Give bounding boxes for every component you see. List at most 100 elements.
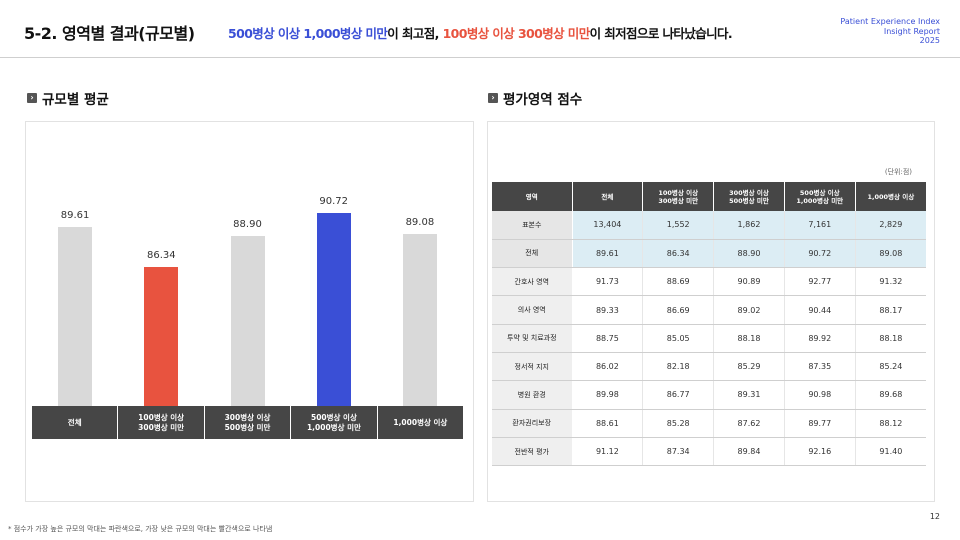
- table-cell: 92.16: [784, 437, 856, 467]
- bar-value-label: 88.90: [233, 218, 262, 230]
- table-row: 전반적 평가 91.12 87.34 89.84 92.16 91.40: [492, 437, 926, 467]
- table-cell: 7,161: [784, 211, 856, 240]
- row-label: 투약 및 치료과정: [492, 324, 573, 353]
- subtitle-part: 이 최저점으로 나타났습니다.: [589, 26, 733, 41]
- table-cell: 89.77: [784, 409, 856, 438]
- table-cell: 89.02: [713, 295, 785, 325]
- subtitle-part: 500병상 이상 1,000병상 미만: [228, 26, 388, 41]
- table-cell: 90.98: [784, 380, 856, 410]
- table-cell: 89.68: [855, 380, 926, 410]
- category-label: 1,000병상 이상: [393, 417, 448, 427]
- row-label: 간호사 영역: [492, 267, 573, 297]
- table-cell: 91.32: [855, 267, 926, 297]
- category-label: 500병상 이상 1,000병상 미만: [291, 406, 378, 439]
- subtitle-part: 이 최고점,: [387, 26, 443, 41]
- table-cell: 88.18: [713, 324, 785, 353]
- table-header-cell: 전체: [572, 182, 644, 211]
- row-label: 병원 환경: [492, 380, 573, 410]
- table-cell: 88.69: [642, 267, 715, 297]
- table-cell: 89.31: [713, 380, 785, 410]
- table-header-cell: 100병상 이상 300병상 미만: [642, 182, 715, 211]
- footnote: * 점수가 가장 높은 규모의 막대는 파란색으로, 가장 낮은 규모의 막대는…: [8, 525, 273, 533]
- bar: [144, 267, 179, 406]
- arrow-right-icon: ›: [488, 93, 498, 103]
- category-label: 300병상 이상 500병상 미만: [205, 406, 292, 439]
- table-cell: 13,404: [572, 211, 644, 240]
- table-cell: 85.05: [642, 324, 715, 353]
- bar-value-label: 86.34: [146, 250, 176, 262]
- table-cell: 82.18: [642, 352, 715, 382]
- table-cell: 89.84: [713, 437, 785, 467]
- bar: [230, 235, 265, 406]
- category-label: 100병상 이상 300병상 미만: [118, 406, 205, 439]
- table-row: 환자권리보장 88.61 85.28 87.62 89.77 88.12: [492, 409, 926, 438]
- table-cell: 1,552: [642, 211, 715, 240]
- page-subtitle: 500병상 이상 1,000병상 미만이 최고점, 100병상 이상 300병상…: [228, 23, 733, 42]
- bar-value-label: 89.61: [60, 210, 90, 222]
- row-label: 표본수: [492, 211, 573, 240]
- arrow-right-icon: ›: [27, 93, 37, 103]
- table-cell: 91.73: [572, 267, 644, 297]
- table-cell: 87.62: [713, 409, 785, 438]
- table-row: 전체 89.61 86.34 88.90 90.72 89.08: [492, 239, 926, 269]
- table-cell: 87.35: [784, 352, 856, 382]
- bar-value-label: 90.72: [319, 196, 348, 208]
- table-cell: 88.90: [713, 239, 785, 269]
- bar: [58, 227, 93, 406]
- table-cell: 89.98: [572, 380, 644, 410]
- table-row: 의사 영역 89.33 86.69 89.02 90.44 88.17: [492, 295, 926, 325]
- table-cell: 85.24: [855, 352, 926, 382]
- table-body: 표본수 13,404 1,552 1,862 7,161 2,829 전체 89.61 86.3…: [492, 211, 926, 467]
- brand-line: 2025: [919, 36, 940, 45]
- left-section-label: 규모별 평균: [42, 92, 109, 108]
- table-cell: 90.72: [784, 239, 856, 269]
- category-label: 전체: [32, 406, 119, 439]
- table-row: 투약 및 치료과정 88.75 85.05 88.18 89.92 88.18: [492, 324, 926, 353]
- table-header-cell: 1,000병상 이상: [855, 182, 926, 211]
- bar: [402, 233, 437, 406]
- table-cell: 89.92: [784, 324, 856, 353]
- row-label: 의사 영역: [492, 295, 573, 325]
- bar-chart-panel: 전체 100병상 이상 300병상 미만 300병상 이상 500병상 미만 500병…: [25, 121, 474, 502]
- subtitle-part: 100병상 이상 300병상 미만: [442, 26, 591, 41]
- right-section-title: › 평가영역 점수: [488, 88, 582, 108]
- table-cell: 88.18: [855, 324, 926, 353]
- table-cell: 85.28: [642, 409, 715, 438]
- table-cell: 91.40: [855, 437, 926, 467]
- table-row: 병원 환경 89.98 86.77 89.31 90.98 89.68: [492, 380, 926, 410]
- table-header-row: 영역 전체 100병상 이상 300병상 미만 300병상 이상 500병상 미만 50…: [492, 182, 926, 211]
- table-cell: 85.29: [713, 352, 785, 382]
- table-cell: 89.08: [855, 239, 926, 269]
- page-title: 5-2. 영역별 결과(규모별): [24, 24, 195, 43]
- unit-label: (단위:점): [884, 168, 912, 176]
- score-table: 영역 전체 100병상 이상 300병상 미만 300병상 이상 500병상 미만 50…: [492, 182, 926, 467]
- row-label: 전체: [492, 239, 573, 269]
- table-cell: 86.34: [642, 239, 715, 269]
- report-brand: Patient Experience Index Insight Report …: [840, 17, 940, 46]
- brand-line: Insight Report: [883, 26, 940, 36]
- table-cell: 86.69: [642, 295, 715, 325]
- page-header: 5-2. 영역별 결과(규모별) 500병상 이상 1,000병상 미만이 최고…: [0, 0, 960, 58]
- table-cell: 87.34: [642, 437, 715, 467]
- table-cell: 86.77: [642, 380, 715, 410]
- bar-value-label: 89.08: [405, 216, 435, 228]
- table-header-cell: 영역: [492, 182, 573, 211]
- table-cell: 89.61: [572, 239, 644, 269]
- row-label: 전반적 평가: [492, 437, 573, 467]
- table-cell: 88.75: [572, 324, 644, 353]
- table-row: 표본수 13,404 1,552 1,862 7,161 2,829: [492, 211, 926, 240]
- table-cell: 90.89: [713, 267, 785, 297]
- table-row: 정서적 지지 86.02 82.18 85.29 87.35 85.24: [492, 352, 926, 382]
- table-row: 간호사 영역 91.73 88.69 90.89 92.77 91.32: [492, 267, 926, 297]
- table-cell: 88.17: [855, 295, 926, 325]
- table-cell: 88.12: [855, 409, 926, 438]
- table-cell: 89.33: [572, 295, 644, 325]
- table-cell: 2,829: [855, 211, 926, 240]
- table-cell: 1,862: [713, 211, 785, 240]
- category-strip: 전체 100병상 이상 300병상 미만 300병상 이상 500병상 미만 500병…: [32, 406, 463, 439]
- row-label: 정서적 지지: [492, 352, 573, 382]
- table-cell: 90.44: [784, 295, 856, 325]
- table-cell: 88.61: [572, 409, 644, 438]
- row-label: 환자권리보장: [492, 409, 573, 438]
- table-header-cell: 300병상 이상 500병상 미만: [713, 182, 785, 211]
